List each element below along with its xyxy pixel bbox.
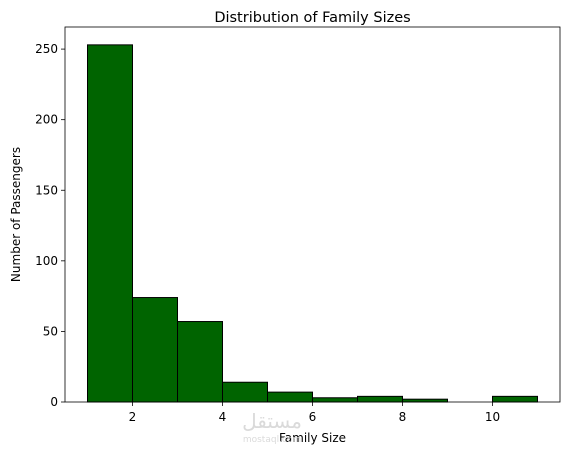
histogram-bar-5 xyxy=(267,391,313,403)
bars-group xyxy=(87,44,538,403)
chart-title: Distribution of Family Sizes xyxy=(214,10,410,26)
x-tick-label: 8 xyxy=(399,410,407,424)
histogram-bar-7 xyxy=(357,395,403,403)
histogram-bar-3 xyxy=(177,321,223,403)
histogram-bar-8 xyxy=(402,398,448,403)
y-tick-label: 250 xyxy=(35,42,58,56)
histogram-bar-4 xyxy=(222,381,268,403)
watermark-subtext: mostaql.com xyxy=(243,435,301,445)
x-axis-label: Family Size xyxy=(279,431,346,445)
watermark: مستقل mostaql.com xyxy=(242,409,302,445)
y-tick-label: 100 xyxy=(35,254,58,268)
y-tick-label: 0 xyxy=(50,395,58,409)
x-axis-ticks: 2 4 6 8 10 xyxy=(129,402,500,424)
x-tick-label: 4 xyxy=(219,410,227,424)
histogram-bar-1 xyxy=(87,44,133,403)
y-axis-label: Number of Passengers xyxy=(9,147,23,282)
x-tick-label: 10 xyxy=(485,410,500,424)
histogram-bar-6 xyxy=(312,397,358,403)
x-tick-label: 6 xyxy=(309,410,317,424)
x-tick-label: 2 xyxy=(129,410,137,424)
y-tick-label: 50 xyxy=(43,324,58,338)
y-tick-label: 200 xyxy=(35,113,58,127)
watermark-text: مستقل xyxy=(242,409,302,433)
histogram-bar-2 xyxy=(132,297,178,403)
y-tick-label: 150 xyxy=(35,183,58,197)
histogram-bar-10 xyxy=(492,395,538,403)
y-axis-ticks: 0 50 100 150 200 250 xyxy=(35,42,65,409)
